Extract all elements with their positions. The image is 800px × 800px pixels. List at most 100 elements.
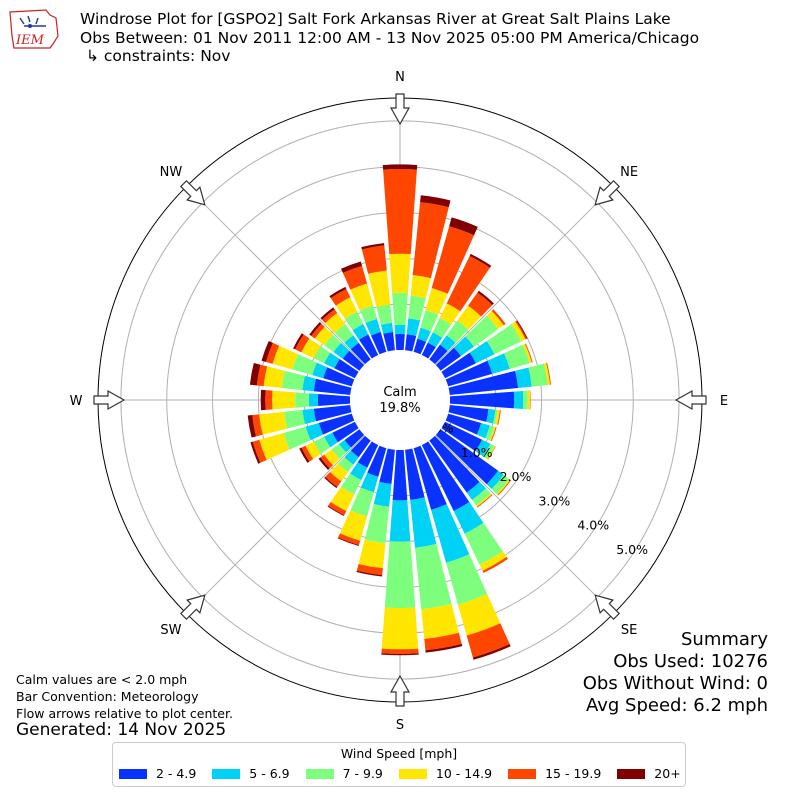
windrose-bar-segment <box>379 448 395 484</box>
windrose-bar-segment <box>495 409 500 425</box>
flow-arrow <box>389 93 411 126</box>
windrose-bar-segment <box>292 354 317 376</box>
flow-arrow <box>179 179 206 206</box>
windrose-bar-segment <box>476 422 490 439</box>
windrose-bar-segment <box>448 405 489 422</box>
windrose-bar-segment <box>496 478 511 495</box>
windrose-bar-segment <box>381 648 419 654</box>
legend-swatch <box>398 768 427 779</box>
windrose-bar-segment <box>295 392 310 408</box>
windrose-bar-segment <box>457 305 482 330</box>
summary-avg-speed: Avg Speed: 6.2 mph <box>586 695 768 716</box>
windrose-bar-segment <box>413 445 447 510</box>
windrose-bar-segment <box>305 441 321 460</box>
windrose-bar-segment <box>490 427 497 442</box>
windrose-bar-segment <box>420 195 451 208</box>
windrose-bar-segment <box>525 343 533 363</box>
windrose-bar-segment <box>358 539 386 569</box>
windrose-bar-segment <box>367 445 387 477</box>
direction-label: E <box>720 394 728 409</box>
windrose-bar-segment <box>482 556 508 573</box>
windrose-bar-segment <box>247 415 257 438</box>
radial-tick-label: 2.0% <box>500 469 532 484</box>
windrose-bar-segment <box>497 410 501 425</box>
windrose-bar-segment <box>330 463 348 482</box>
windrose-bar-segment <box>344 450 359 465</box>
windrose-bar-segment <box>515 367 532 389</box>
legend-swatch <box>305 768 334 779</box>
windrose-bar-segment <box>371 332 387 355</box>
windrose-bar-segment <box>302 408 316 425</box>
windrose-bar-segment <box>383 169 417 255</box>
windrose-bar-segment <box>260 389 266 411</box>
windrose-bar-segment <box>528 363 548 387</box>
windrose-bar-segment <box>405 448 425 500</box>
windrose-bar-segment <box>497 479 512 496</box>
calm-circle <box>350 350 450 450</box>
windrose-bar-segment <box>330 288 351 306</box>
windrose-bar-segment <box>486 324 522 355</box>
windrose-bar-segment <box>486 470 504 490</box>
radial-tick-label: 1.0% <box>461 445 493 460</box>
windrose-bar-segment <box>356 563 383 576</box>
flow-arrow <box>389 674 411 707</box>
flow-arrow <box>93 389 126 411</box>
windrose-bar-segment <box>376 304 393 325</box>
windrose-bar-segment <box>477 290 494 306</box>
windrose-bar-segment <box>308 393 319 407</box>
windrose-bar-segment <box>317 393 351 407</box>
windrose-bar-segment <box>516 320 528 339</box>
legend-label: 15 - 19.9 <box>545 766 602 781</box>
windrose-bar-segment <box>281 370 305 391</box>
windrose-bar-segment <box>475 439 491 457</box>
radial-tick-label: 3.0% <box>538 493 570 508</box>
windrose-bar-segment <box>361 243 385 250</box>
windrose-bar-segment <box>350 462 368 481</box>
windrose-bar-segment <box>318 457 330 470</box>
windrose-bar-segment <box>472 488 491 506</box>
windrose-bar-segment <box>313 378 352 395</box>
note-calm: Calm values are < 2.0 mph <box>16 672 188 687</box>
windrose-bar-segment <box>457 593 501 636</box>
windrose-bar-segment <box>365 318 381 336</box>
windrose-bar-segment <box>492 409 498 425</box>
flow-arrow <box>594 594 621 621</box>
windrose-bar-segment <box>284 409 305 429</box>
windrose-bar-segment <box>359 334 379 359</box>
legend-swatch <box>212 768 241 779</box>
windrose-bar-segment <box>356 570 383 577</box>
windrose-bar-segment <box>448 370 519 395</box>
windrose-bar-segment <box>350 283 374 311</box>
windrose-bar-segment <box>259 432 290 460</box>
windrose-bar-segment <box>380 322 394 334</box>
windrose-bar-segment <box>320 307 335 320</box>
windrose-bar-segment <box>425 643 463 653</box>
windrose-bar-segment <box>417 327 431 342</box>
windrose-bar-segment <box>313 405 352 422</box>
windrose-bar-segment <box>340 473 362 495</box>
flow-arrow-shape <box>594 179 621 206</box>
windrose-bar-segment <box>543 363 551 385</box>
grid-spoke <box>186 399 401 614</box>
legend-item: 2 - 4.9 <box>119 766 196 781</box>
windrose-bar-segment <box>435 429 499 485</box>
windrose-bar-segment <box>381 653 419 656</box>
iem-logo: IEM <box>9 9 59 49</box>
legend-items: 2 - 4.9 5 - 6.9 7 - 9.9 10 - 14.9 15 - 19.9 2… <box>119 766 697 781</box>
windrose-bar-segment <box>331 443 347 459</box>
windrose-bar-segment <box>487 353 510 374</box>
windrose-bar-segment <box>327 505 345 516</box>
legend-item: 20+ <box>617 766 681 781</box>
windrose-bar-segment <box>464 522 503 565</box>
summary-obs-without-wind: Obs Without Wind: 0 <box>582 673 768 694</box>
windrose-bar-segment <box>361 245 387 274</box>
windrose-bar-segment <box>302 375 316 392</box>
legend-label: 2 - 4.9 <box>156 766 197 781</box>
windrose-bar-segment <box>408 295 426 321</box>
windrose-bar-segment <box>344 311 364 331</box>
windrose-bar-segment <box>344 335 359 350</box>
windrose-bar-segment <box>252 439 267 463</box>
windrose-bar-segment <box>468 292 493 317</box>
windrose-bar-segment <box>305 422 324 441</box>
